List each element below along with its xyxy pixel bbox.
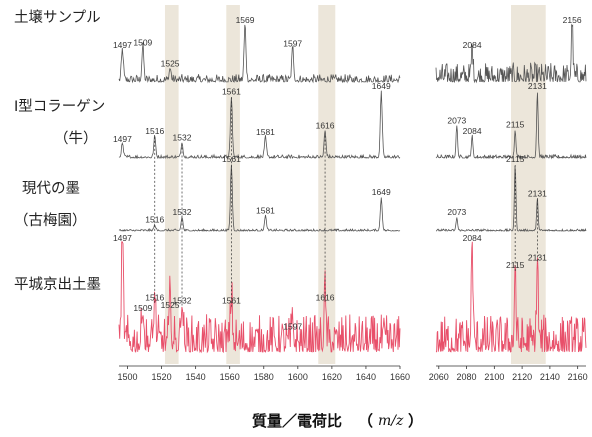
peak-label: 2084 (463, 233, 482, 243)
peak-label: 2073 (447, 207, 466, 217)
x-tick-label: 2060 (429, 372, 449, 382)
x-tick-label: 2100 (484, 372, 504, 382)
peak-label: 1497 (113, 40, 132, 50)
x-tick-label: 1580 (254, 372, 274, 382)
peak-label: 1532 (173, 296, 192, 306)
peak-label: 1581 (256, 127, 275, 137)
peak-label: 2115 (506, 154, 525, 164)
peak-label: 1561 (222, 296, 241, 306)
x-tick-label: 1640 (356, 372, 376, 382)
x-tick-label: 1660 (390, 372, 410, 382)
highlight-band (511, 5, 546, 364)
peak-label: 1497 (113, 233, 132, 243)
x-tick-label: 1620 (322, 372, 342, 382)
peak-label: 2084 (463, 40, 482, 50)
peak-label: 1516 (145, 292, 164, 302)
peak-label: 1649 (372, 81, 391, 91)
x-tick-label: 2120 (512, 372, 532, 382)
x-axis-unit-open: （ (358, 412, 373, 430)
x-tick-label: 1600 (288, 372, 308, 382)
spectrum-trace (118, 90, 401, 160)
spectrum-trace (435, 23, 587, 84)
sample-label-modern-ink-sub: （古梅園） (14, 212, 87, 229)
peak-label: 2131 (528, 252, 547, 262)
peak-label: 2073 (447, 115, 466, 125)
sample-label-collagen: I型コラーゲン (14, 98, 105, 115)
peak-label: 2131 (528, 188, 547, 198)
sample-label-modern-ink: 現代の墨 (22, 180, 80, 197)
reference-lines (154, 97, 538, 307)
peak-label: 1532 (173, 207, 192, 217)
x-axis-unit-close: ） (408, 412, 423, 430)
peak-label: 1525 (161, 300, 180, 310)
spectrum-trace (118, 24, 401, 84)
x-tick-label: 2080 (457, 372, 477, 382)
x-tick-label: 1520 (152, 372, 172, 382)
peak-label: 1616 (316, 292, 335, 302)
peak-label: 1509 (133, 303, 152, 313)
peak-label: 1616 (316, 121, 335, 131)
peak-label: 2131 (528, 81, 547, 91)
x-axis-title: 質量／電荷比 (252, 412, 342, 430)
spectrum-trace (436, 165, 587, 233)
peak-label: 1516 (145, 126, 164, 136)
peak-label: 1597 (283, 322, 302, 332)
peak-label: 1532 (173, 132, 192, 142)
peak-label: 2115 (506, 260, 525, 270)
x-tick-label: 2140 (540, 372, 560, 382)
spectra-traces (118, 23, 587, 354)
peak-label: 2084 (463, 126, 482, 136)
peak-label: 1597 (283, 39, 302, 49)
spectrum-trace (435, 92, 587, 160)
x-tick-label: 1560 (220, 372, 240, 382)
peak-label: 1561 (222, 154, 241, 164)
x-tick-label: 2160 (568, 372, 588, 382)
highlight-bands (164, 5, 546, 364)
peak-label: 1497 (113, 134, 132, 144)
peak-label: 1581 (256, 205, 275, 215)
peak-label: 1509 (133, 37, 152, 47)
sample-label-soil: 土壌サンプル (14, 9, 101, 26)
peak-label: 1516 (145, 215, 164, 225)
peak-label: 2115 (506, 119, 525, 129)
x-axes: 1500 1520 1540 1560 1580 1600 1620 1640 1660 2060… (117, 365, 588, 382)
x-tick-label: 1540 (186, 372, 206, 382)
peak-label: 1561 (222, 86, 241, 96)
sample-label-collagen-sub: （牛） (54, 130, 98, 147)
peak-label: 2156 (563, 15, 582, 25)
x-axis-unit: m/z (378, 413, 404, 429)
x-tick-label: 1500 (117, 372, 137, 382)
sample-label-heijo-ink: 平城京出土墨 (14, 276, 101, 293)
peak-label: 1525 (161, 59, 180, 69)
highlight-band (164, 5, 179, 364)
highlight-band (318, 5, 336, 364)
peak-label: 1649 (372, 187, 391, 197)
spectrum-trace (118, 164, 401, 233)
spectrum-trace (435, 241, 587, 353)
spectrum-trace (118, 241, 401, 354)
highlight-band (226, 5, 240, 364)
peak-label: 1569 (236, 15, 255, 25)
